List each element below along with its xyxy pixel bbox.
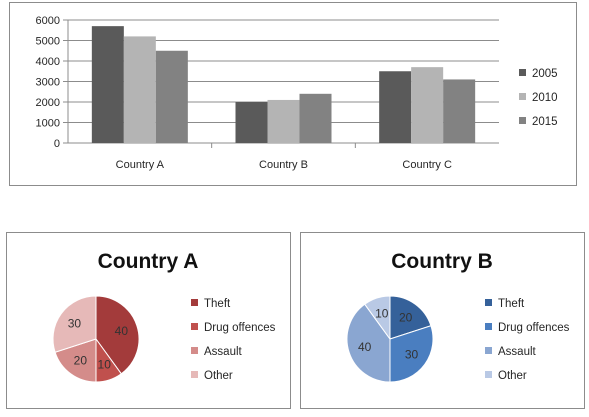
bar-country-a-2015 bbox=[155, 50, 188, 143]
pie-title-country-b: Country B bbox=[391, 250, 493, 273]
slice-value-label: 20 bbox=[74, 354, 88, 368]
y-tick-label: 2000 bbox=[36, 97, 60, 109]
pie-slice-theft bbox=[95, 295, 140, 375]
slice-value-label: 40 bbox=[358, 340, 372, 354]
legend-label: 2010 bbox=[532, 92, 558, 104]
legend-label: 2005 bbox=[532, 68, 558, 80]
slice-value-label: 30 bbox=[68, 316, 82, 330]
pie-slice-assault bbox=[346, 303, 391, 383]
bar-country-a-2010 bbox=[123, 36, 156, 143]
legend-swatch bbox=[485, 323, 492, 330]
bar-country-a-2005 bbox=[91, 26, 124, 143]
legend-label: Assault bbox=[204, 346, 243, 358]
slice-value-label: 40 bbox=[115, 324, 129, 338]
pie-slice-assault bbox=[54, 338, 97, 383]
legend-label: Drug offences bbox=[498, 322, 570, 334]
legend-label: Assault bbox=[498, 346, 537, 358]
pie-title-country-a: Country A bbox=[98, 250, 199, 273]
legend-swatch bbox=[519, 117, 526, 124]
pie-chart-country-b: Country B 20 30 40 10 Theft Drug offences Assa… bbox=[346, 250, 570, 383]
pie-chart-country-a-panel: Country A 40 10 20 30 Theft Drug offences Assa… bbox=[6, 232, 291, 409]
y-tick-label: 1000 bbox=[36, 118, 60, 130]
x-tick-label: Country A bbox=[116, 159, 165, 171]
y-tick-label: 4000 bbox=[36, 56, 60, 68]
x-tick-label: Country B bbox=[259, 159, 308, 171]
bar-country-c-2010 bbox=[411, 67, 444, 143]
bar-country-c-2015 bbox=[443, 79, 476, 143]
legend-label: Theft bbox=[498, 298, 525, 310]
pie-slice-theft bbox=[389, 295, 432, 340]
pie-slice-other bbox=[52, 295, 97, 353]
bar-chart: 0 1000 2000 3000 4000 5000 6000 Country A Countr… bbox=[36, 15, 558, 171]
pie-slice-other bbox=[364, 295, 391, 341]
legend-swatch bbox=[191, 371, 198, 378]
bar-chart-panel: 0 1000 2000 3000 4000 5000 6000 Country A Countr… bbox=[9, 2, 577, 186]
legend-label: Other bbox=[204, 370, 233, 382]
bar-country-b-2015 bbox=[299, 93, 332, 143]
legend-label: 2015 bbox=[532, 116, 558, 128]
pie-chart-country-a: Country A 40 10 20 30 Theft Drug offences Assa… bbox=[52, 250, 276, 383]
slice-value-label: 10 bbox=[98, 357, 112, 371]
legend-swatch bbox=[485, 347, 492, 354]
y-tick-label: 6000 bbox=[36, 15, 60, 27]
legend-label: Drug offences bbox=[204, 322, 276, 334]
bar-country-b-2010 bbox=[267, 99, 300, 143]
y-tick-label: 0 bbox=[54, 138, 60, 150]
legend-swatch bbox=[519, 69, 526, 76]
legend-swatch bbox=[191, 347, 198, 354]
slice-value-label: 10 bbox=[375, 307, 389, 321]
legend-label: Theft bbox=[204, 298, 231, 310]
legend-swatch bbox=[485, 299, 492, 306]
y-tick-label: 5000 bbox=[36, 36, 60, 48]
pie-slice-drug-offences bbox=[389, 325, 434, 383]
bar-country-c-2005 bbox=[379, 71, 412, 143]
pie-chart-country-b-panel: Country B 20 30 40 10 Theft Drug offences Assa… bbox=[300, 232, 585, 409]
y-tick-label: 3000 bbox=[36, 77, 60, 89]
legend-swatch bbox=[519, 93, 526, 100]
legend-swatch bbox=[485, 371, 492, 378]
bar-country-b-2005 bbox=[235, 102, 268, 143]
legend-swatch bbox=[191, 299, 198, 306]
x-tick-label: Country C bbox=[402, 159, 452, 171]
legend-label: Other bbox=[498, 370, 527, 382]
slice-value-label: 20 bbox=[399, 310, 413, 324]
slice-value-label: 30 bbox=[405, 348, 419, 362]
legend-swatch bbox=[191, 323, 198, 330]
